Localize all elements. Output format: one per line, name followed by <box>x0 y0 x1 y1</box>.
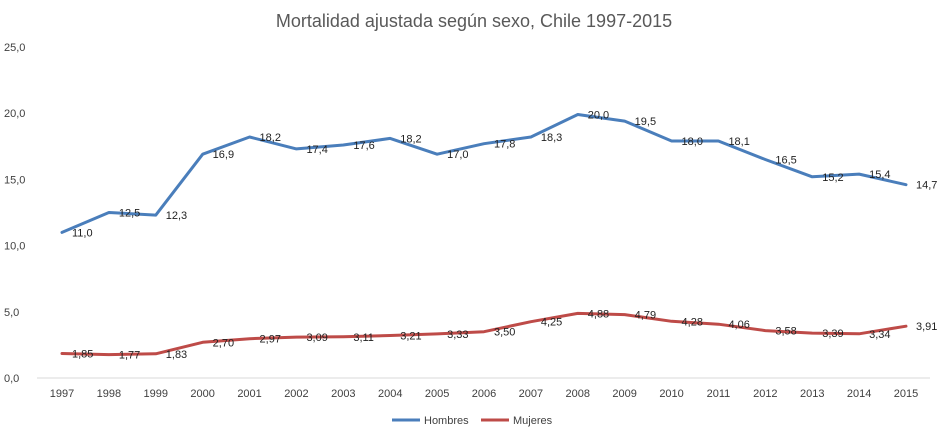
data-label-hombres: 14,7 <box>916 180 937 192</box>
data-label-mujeres: 4,88 <box>588 308 609 320</box>
data-label-hombres: 17,6 <box>353 140 374 152</box>
data-label-hombres: 16,5 <box>775 155 796 167</box>
data-label-hombres: 18,3 <box>541 132 562 144</box>
data-label-mujeres: 3,09 <box>306 332 327 344</box>
x-tick-label: 2008 <box>566 388 590 400</box>
x-tick-label: 1997 <box>50 388 74 400</box>
x-tick-label: 2001 <box>237 388 261 400</box>
data-label-mujeres: 1,85 <box>72 349 93 361</box>
y-tick-label: 5,0 <box>4 307 19 319</box>
series-lines <box>60 113 908 357</box>
data-label-mujeres: 3,21 <box>400 330 421 342</box>
x-tick-label: 2009 <box>612 388 636 400</box>
legend-label-mujeres: Mujeres <box>513 415 553 427</box>
data-label-hombres: 17,4 <box>306 144 327 156</box>
data-label-mujeres: 3,34 <box>869 329 890 341</box>
y-axis: 0,0 5,0 10,0 15,0 20,0 25,0 <box>4 42 25 385</box>
x-tick-label: 2010 <box>659 388 683 400</box>
legend-label-hombres: Hombres <box>424 415 469 427</box>
data-label-mujeres: 3,91 <box>916 321 937 333</box>
data-label-mujeres: 1,77 <box>119 350 140 362</box>
data-label-hombres: 17,8 <box>494 139 515 151</box>
data-label-hombres: 17,0 <box>447 149 468 161</box>
data-label-hombres: 19,5 <box>635 116 656 128</box>
x-tick-label: 2014 <box>847 388 871 400</box>
data-label-mujeres: 1,83 <box>166 349 187 361</box>
data-label-hombres: 15,4 <box>869 169 890 181</box>
series-line-hombres <box>60 113 908 234</box>
x-tick-label: 2002 <box>284 388 308 400</box>
y-tick-label: 15,0 <box>4 174 25 186</box>
x-axis: 1997 1998 1999 2000 2001 2002 2003 2004 2005 2006… <box>50 388 918 400</box>
x-tick-label: 1999 <box>144 388 168 400</box>
x-tick-label: 2005 <box>425 388 449 400</box>
data-label-hombres: 12,5 <box>119 208 140 220</box>
x-tick-label: 2006 <box>472 388 496 400</box>
data-label-hombres: 16,9 <box>213 149 234 161</box>
data-label-hombres: 18,2 <box>260 132 281 144</box>
y-tick-label: 25,0 <box>4 42 25 54</box>
data-label-mujeres: 3,33 <box>447 329 468 341</box>
data-label-mujeres: 2,70 <box>213 337 234 349</box>
legend: Hombres Mujeres <box>392 415 553 427</box>
y-tick-label: 0,0 <box>4 373 19 385</box>
y-tick-label: 10,0 <box>4 241 25 253</box>
data-label-hombres: 18,2 <box>400 133 421 145</box>
data-label-mujeres: 2,97 <box>260 334 281 346</box>
data-label-mujeres: 4,06 <box>728 319 749 331</box>
x-tick-label: 2012 <box>753 388 777 400</box>
data-label-hombres: 12,3 <box>166 210 187 222</box>
x-tick-label: 2015 <box>894 388 918 400</box>
data-label-mujeres: 4,25 <box>541 317 562 329</box>
data-label-mujeres: 3,39 <box>822 328 843 340</box>
x-tick-label: 1998 <box>97 388 121 400</box>
data-label-hombres: 20,0 <box>588 110 609 122</box>
x-tick-label: 2013 <box>800 388 824 400</box>
x-tick-label: 2007 <box>519 388 543 400</box>
data-label-hombres: 18,0 <box>682 136 703 148</box>
x-tick-label: 2011 <box>707 388 731 400</box>
y-tick-label: 20,0 <box>4 108 25 120</box>
data-label-hombres: 18,1 <box>728 136 749 148</box>
x-tick-label: 2000 <box>190 388 214 400</box>
data-label-mujeres: 4,79 <box>635 310 656 322</box>
data-label-hombres: 11,0 <box>72 227 93 239</box>
x-tick-label: 2004 <box>378 388 402 400</box>
x-tick-label: 2003 <box>331 388 355 400</box>
chart-title: Mortalidad ajustada según sexo, Chile 19… <box>276 11 672 31</box>
data-label-mujeres: 3,50 <box>494 327 515 339</box>
data-label-mujeres: 3,58 <box>775 326 796 338</box>
series-line-mujeres <box>60 311 908 357</box>
data-label-mujeres: 3,11 <box>353 332 374 344</box>
data-label-mujeres: 4,28 <box>682 316 703 328</box>
data-labels: 11,0 12,5 12,3 16,9 18,2 17,4 17,6 18,2 17,0 17,8… <box>72 110 937 362</box>
data-label-hombres: 15,2 <box>822 172 843 184</box>
